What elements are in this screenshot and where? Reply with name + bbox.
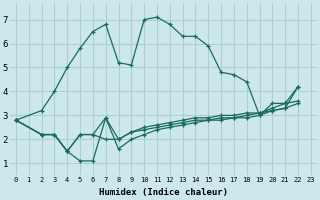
X-axis label: Humidex (Indice chaleur): Humidex (Indice chaleur) — [99, 188, 228, 197]
